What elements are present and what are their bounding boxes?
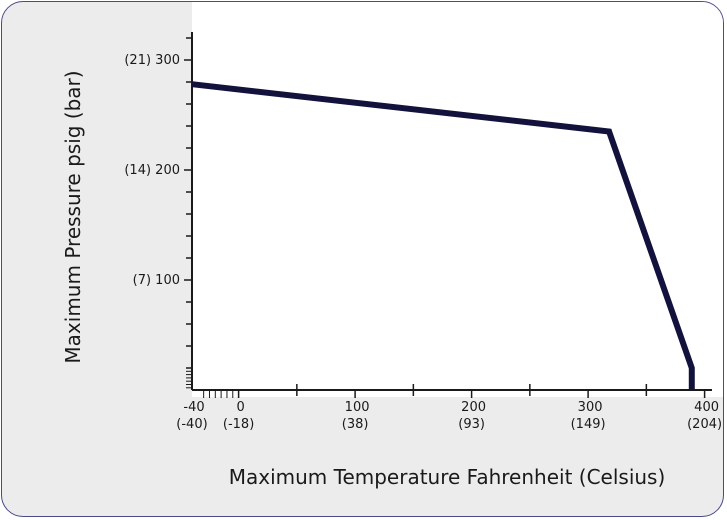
series-layer [191,81,695,391]
tick-labels: (7) 100 (14) 200 (21) 300 -40 (-40) 0 (-18) 100… [124,53,722,432]
y-tick-label: (7) 100 [133,273,180,288]
x-tick-label: 400 [694,400,719,415]
x-tick-label: 300 [578,400,603,415]
y-axis-title: Maximum Pressure psig (bar) [61,70,85,363]
x-tick-sublabel: (204) [687,417,722,432]
y-tick-label: (14) 200 [124,163,180,178]
x-tick-label: -40 [183,400,204,415]
x-tick-sublabel: (-40) [176,417,207,432]
x-tick-sublabel: (149) [571,417,606,432]
x-tick-sublabel: (-18) [223,417,254,432]
x-tick-label: 200 [461,400,486,415]
x-tick-sublabel: (38) [342,417,369,432]
ticks [184,37,706,398]
axes [191,32,712,391]
x-axis-title: Maximum Temperature Fahrenheit (Celsius) [229,465,666,489]
x-tick-sublabel: (93) [458,417,485,432]
x-tick-label: 100 [345,400,370,415]
series-line [191,81,695,390]
y-tick-label: (21) 300 [124,53,180,68]
x-tick-label: 0 [236,400,244,415]
